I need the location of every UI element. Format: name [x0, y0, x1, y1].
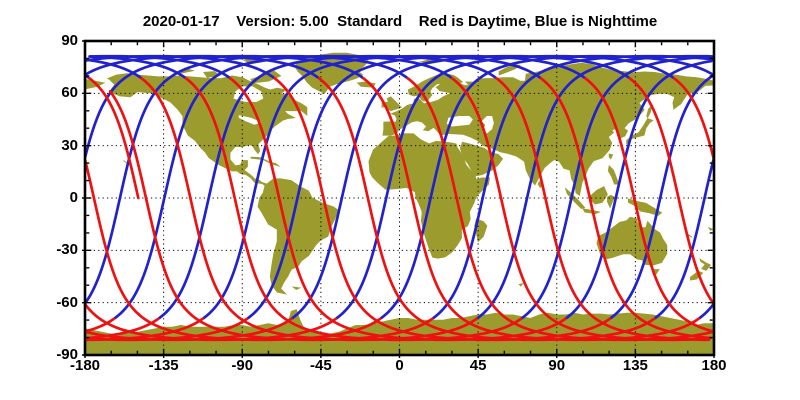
- x-tick-label: 90: [548, 357, 566, 374]
- x-tick-label: 0: [395, 357, 404, 374]
- y-tick-label: 60: [61, 84, 78, 102]
- y-tick-label: 0: [69, 189, 78, 206]
- chart-title: 2020-01-17 Version: 5.00 Standard Red is…: [142, 13, 658, 30]
- x-tick-label: 135: [622, 357, 648, 374]
- y-tick-label: -90: [56, 346, 78, 363]
- x-tick-label: -90: [231, 357, 254, 374]
- y-tick-label: 90: [61, 32, 78, 49]
- x-tick-label: 180: [701, 357, 727, 374]
- y-tick-label: -60: [56, 293, 78, 311]
- x-tick-label: 45: [469, 357, 487, 374]
- y-tick-label: 30: [61, 136, 78, 154]
- x-tick-label: -135: [148, 357, 179, 374]
- x-tick-label: -180: [69, 357, 101, 374]
- y-tick-label: -30: [56, 241, 78, 259]
- x-tick-label: -45: [310, 357, 332, 374]
